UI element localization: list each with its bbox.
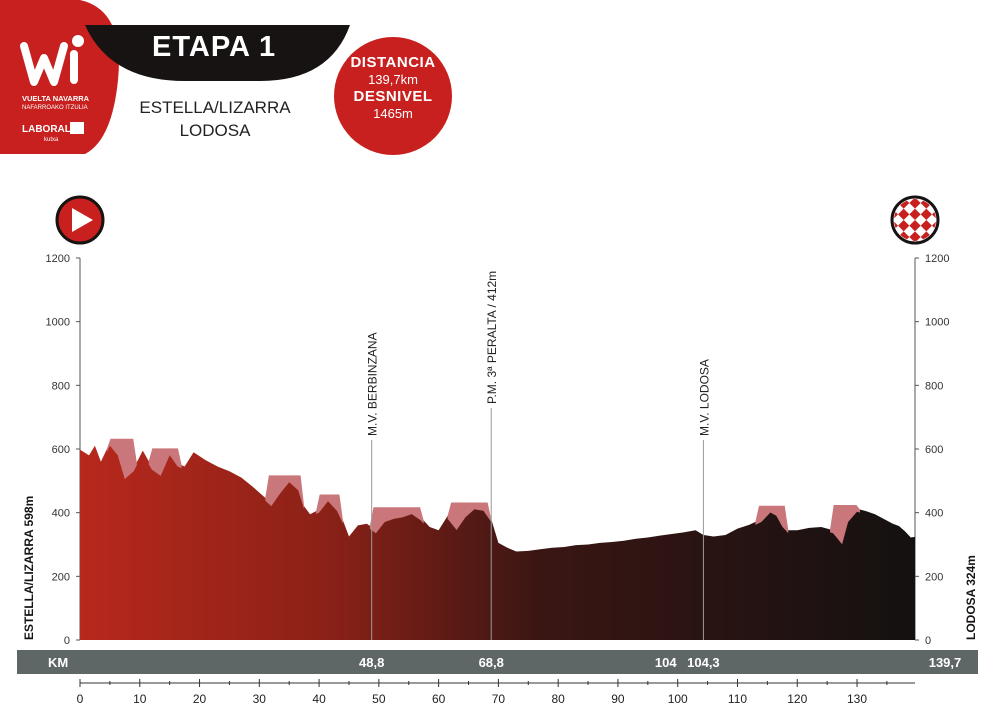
x-tick-label: 40 [312, 692, 326, 706]
distance-value: 139,7km [368, 72, 418, 87]
y-tick-label-left: 1200 [46, 253, 70, 265]
x-tick-label: 30 [253, 692, 267, 706]
checker-square [920, 208, 932, 221]
km-mark-label: 68,8 [479, 655, 504, 670]
sponsor-sub: kutxa [44, 137, 59, 143]
finish-town: LODOSA [179, 121, 251, 140]
checker-square [898, 220, 910, 232]
climb-segment [316, 494, 343, 524]
y-tick-label-left: 1000 [46, 317, 70, 329]
checker-square [909, 220, 921, 232]
elevation-value: 1465m [373, 106, 413, 121]
y-tick-label-right: 1200 [925, 253, 949, 265]
x-tick-label: 20 [193, 692, 207, 706]
checker-square [909, 231, 921, 241]
logo-mark-icon [20, 35, 84, 86]
y-tick-label-left: 600 [52, 444, 70, 456]
x-tick-label: 110 [728, 692, 747, 706]
climb-segment [447, 502, 492, 530]
play-icon [55, 195, 105, 245]
stage-banner [85, 25, 350, 81]
start-elevation-label: ESTELLA/LIZARRA 598m [22, 496, 36, 640]
x-tick-label: 130 [847, 692, 867, 706]
y-tick-label-right: 0 [925, 635, 931, 647]
y-tick-label-left: 800 [52, 380, 70, 392]
checker-square [909, 199, 921, 209]
y-tick-label-right: 200 [925, 571, 943, 583]
x-tick-label: 0 [77, 692, 84, 706]
climb-segment [755, 505, 789, 534]
stage-info-badge: DISTANCIA 139,7km DESNIVEL 1465m [334, 37, 452, 155]
climb-segment [830, 505, 860, 545]
start-town: ESTELLA/LIZARRA [139, 98, 291, 117]
marker-label: P.M. 3ª PERALTA / 412m [485, 271, 499, 404]
y-tick-label-right: 1000 [925, 317, 949, 329]
y-tick-label-left: 0 [64, 635, 70, 647]
x-tick-label: 80 [551, 692, 565, 706]
checkered-flag-icon [890, 195, 940, 245]
race-logo: VUELTA NAVARRA NAFARROAKO ITZULIA LABORA… [0, 0, 119, 154]
x-tick-label: 100 [668, 692, 688, 706]
x-tick-label: 70 [492, 692, 506, 706]
marker-label: M.V. LODOSA [697, 359, 711, 436]
elevation-area [80, 442, 915, 640]
x-tick-label: 90 [611, 692, 625, 706]
climb-segment [369, 507, 424, 534]
logo-line1: VUELTA NAVARRA [22, 94, 90, 103]
x-tick-label: 10 [133, 692, 147, 706]
x-tick-label: 120 [787, 692, 807, 706]
climb-segment [148, 448, 182, 476]
logo-line2: NAFARROAKO ITZULIA [22, 105, 88, 111]
km-bar [17, 650, 978, 674]
x-tick-label: 50 [372, 692, 386, 706]
km-mark-label: 104 [655, 655, 677, 670]
y-tick-label-left: 400 [52, 508, 70, 520]
y-tick-label-left: 200 [52, 571, 70, 583]
sponsor-name: LABORAL [22, 124, 71, 135]
marker-label: M.V. BERBINZANA [366, 332, 380, 436]
y-tick-label-right: 600 [925, 444, 943, 456]
checker-square [909, 208, 921, 221]
km-mark-label: 139,7 [929, 655, 962, 670]
km-bar-label: KM [48, 655, 68, 670]
climb-segment [106, 438, 137, 480]
km-mark-label: 48,8 [359, 655, 384, 670]
y-tick-label-right: 400 [925, 508, 943, 520]
elevation-label: DESNIVEL [353, 88, 433, 105]
climb-segment [265, 475, 305, 510]
finish-elevation-label: LODOSA 324m [964, 555, 978, 640]
x-tick-label: 60 [432, 692, 446, 706]
distance-label: DISTANCIA [350, 54, 436, 71]
y-tick-label-right: 800 [925, 380, 943, 392]
km-mark-label: 104,3 [687, 655, 720, 670]
sponsor-icon [70, 122, 84, 134]
stage-title: ETAPA 1 [152, 31, 277, 63]
